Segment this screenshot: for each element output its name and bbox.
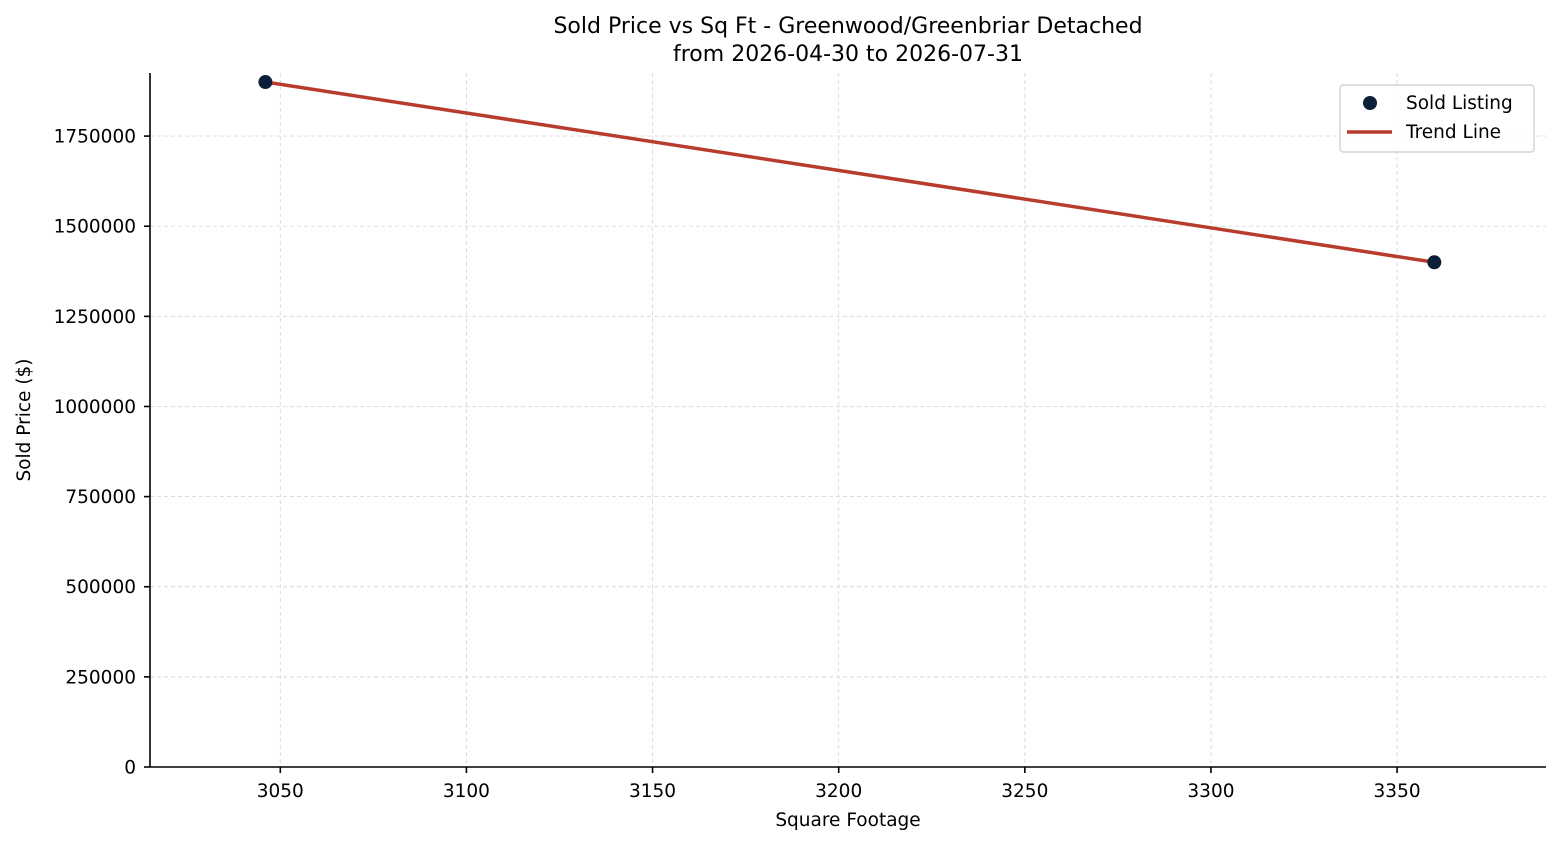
y-axis-ticks: 0 250000 500000 750000 1000000 1250000 1500000… bbox=[54, 127, 150, 779]
x-tick-label: 3300 bbox=[1187, 781, 1234, 802]
y-tick-label: 1500000 bbox=[54, 217, 136, 238]
x-tick-label: 3050 bbox=[257, 781, 304, 802]
y-tick-label: 0 bbox=[124, 758, 136, 779]
plot-area bbox=[258, 75, 1442, 270]
sold-listing-point bbox=[258, 75, 273, 90]
legend-label-sold-listing: Sold Listing bbox=[1406, 93, 1513, 114]
title-block: Sold Price vs Sq Ft - Greenwood/Greenbri… bbox=[553, 14, 1142, 67]
y-tick-label: 500000 bbox=[65, 577, 136, 598]
legend-label-trend-line: Trend Line bbox=[1405, 122, 1501, 143]
legend: Sold Listing Trend Line bbox=[1339, 84, 1535, 153]
legend-scatter-marker bbox=[1363, 96, 1377, 110]
x-tick-label: 3100 bbox=[443, 781, 490, 802]
y-tick-label: 1250000 bbox=[54, 307, 136, 328]
y-tick-label: 750000 bbox=[65, 487, 136, 508]
x-tick-label: 3350 bbox=[1374, 781, 1421, 802]
axes bbox=[149, 73, 1546, 768]
legend-frame bbox=[1339, 84, 1535, 153]
y-axis-label: Sold Price ($) bbox=[14, 358, 35, 481]
y-tick-label: 1750000 bbox=[54, 127, 136, 148]
sold-listing-point bbox=[1427, 255, 1442, 270]
chart-title: Sold Price vs Sq Ft - Greenwood/Greenbri… bbox=[553, 14, 1142, 39]
x-tick-label: 3150 bbox=[629, 781, 676, 802]
x-axis-ticks: 3050 3100 3150 3200 3250 3300 3350 bbox=[257, 767, 1421, 802]
chart-subtitle: from 2026-04-30 to 2026-07-31 bbox=[673, 42, 1023, 67]
grid-lines bbox=[150, 73, 1546, 768]
y-tick-label: 1000000 bbox=[54, 397, 136, 418]
x-tick-label: 3250 bbox=[1001, 781, 1048, 802]
x-tick-label: 3200 bbox=[815, 781, 862, 802]
x-axis-label: Square Footage bbox=[775, 810, 920, 831]
y-tick-label: 250000 bbox=[65, 667, 136, 688]
trend-line bbox=[265, 80, 1435, 265]
